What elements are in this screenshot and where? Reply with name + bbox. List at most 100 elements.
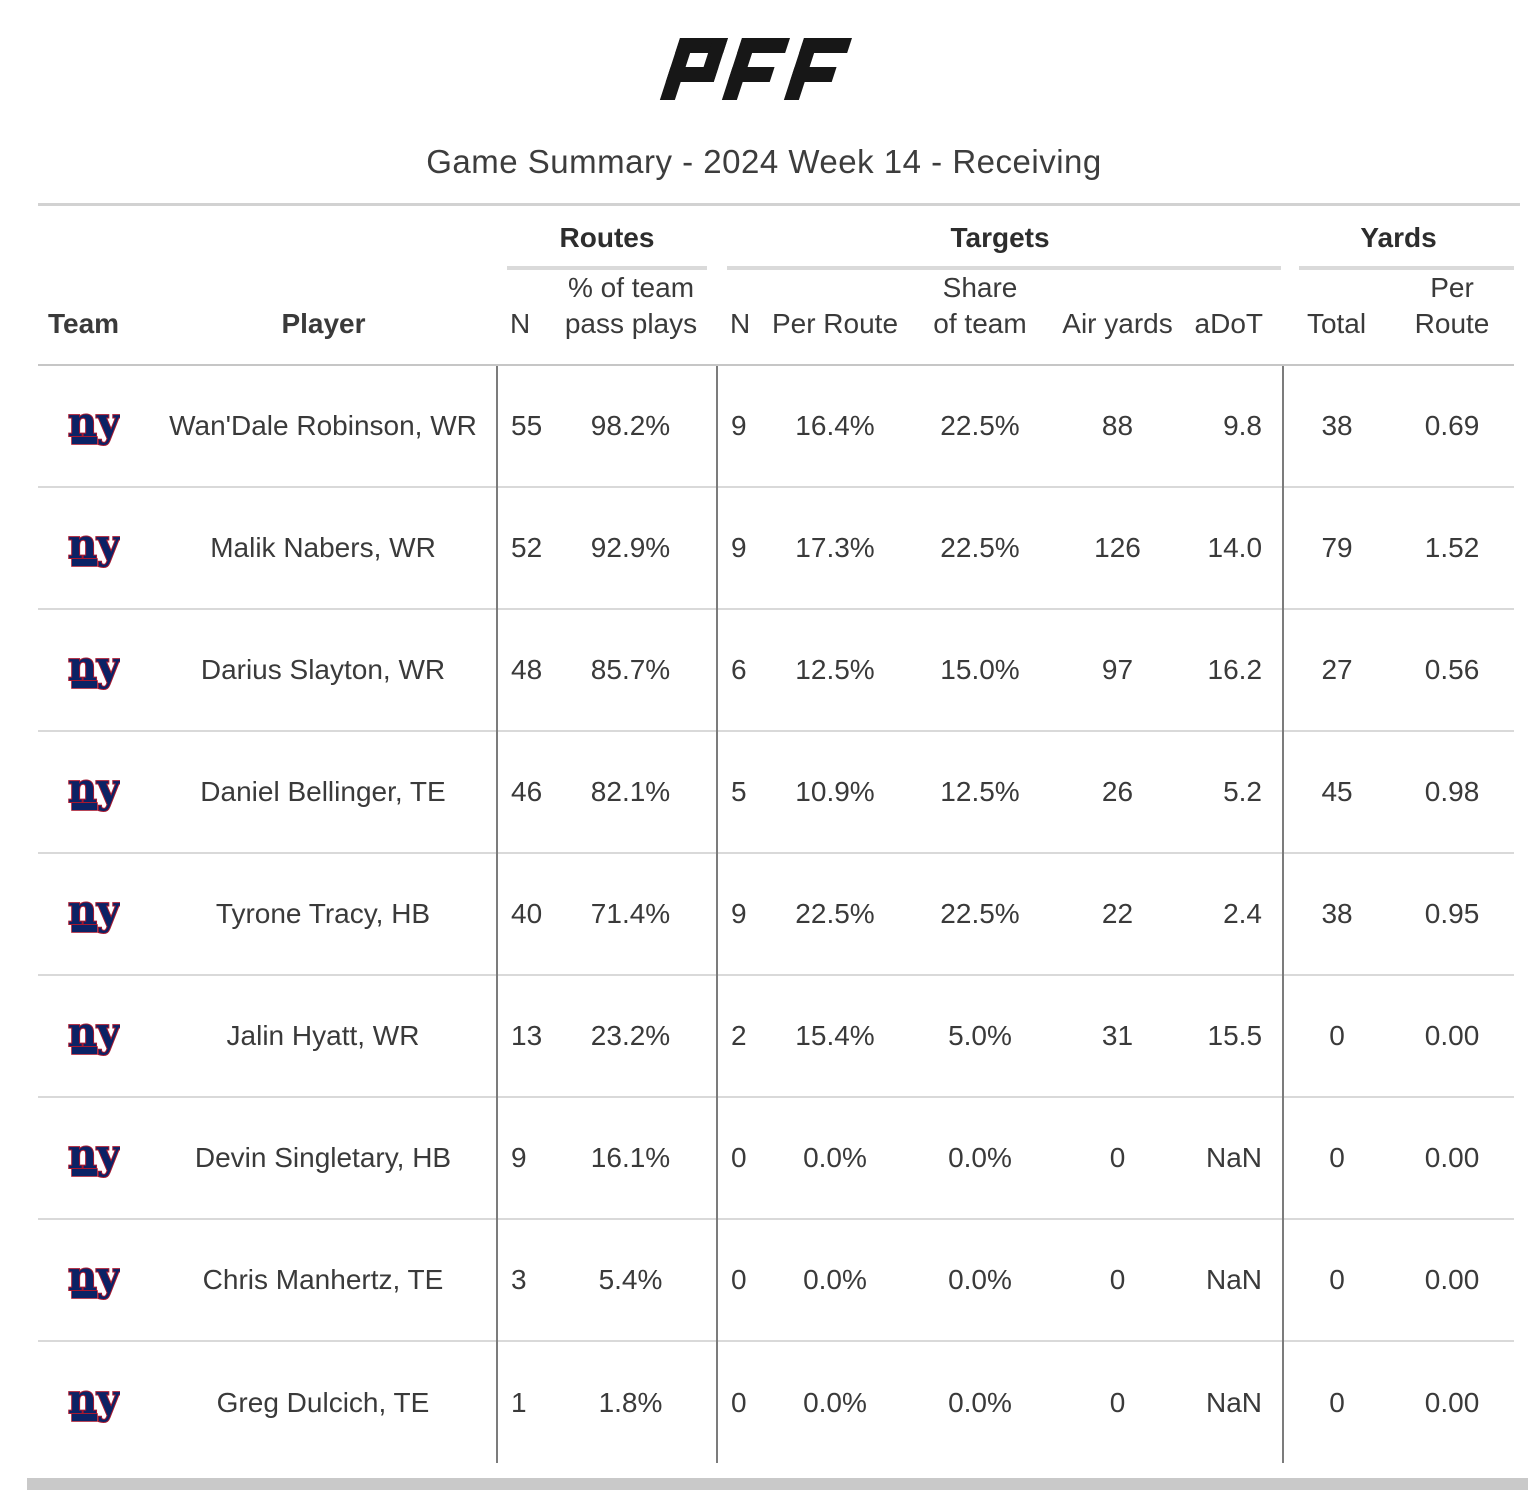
routes-pct: 82.1% (545, 730, 717, 853)
targets-per-route: 15.4% (765, 974, 905, 1097)
routes-pct: 98.2% (590, 410, 671, 441)
table-row: Wan'Dale Robinson, WR 55 98.2% 9 16.4% 2… (38, 365, 1514, 487)
targets-share: 22.5% (905, 486, 1055, 609)
targets-share: 0.0% (905, 1340, 1055, 1463)
page-title: Game Summary - 2024 Week 14 - Receiving (426, 143, 1102, 180)
routes-n: 46 (496, 730, 545, 853)
air-yards: 22 (1055, 852, 1180, 975)
player-name: Jalin Hyatt, WR (150, 974, 497, 1097)
adot: 14.0 (1180, 486, 1284, 609)
yards-per-route: 0.00 (1390, 974, 1515, 1097)
col-header-adot: aDoT (1180, 270, 1284, 366)
air-yards: 0 (1055, 1340, 1180, 1463)
group-header-yards: Yards (1283, 206, 1515, 270)
giants-logo-icon (68, 1256, 120, 1304)
targets-n: 0 (716, 1096, 765, 1219)
adot: 5.2 (1180, 730, 1284, 853)
player-name: Malik Nabers, WR (150, 486, 497, 609)
col-header-routes-pct: % of team pass plays (545, 270, 717, 366)
routes-pct: 85.7% (545, 608, 717, 731)
table-row: Devin Singletary, HB 9 16.1% 0 0.0% 0.0%… (38, 1096, 1515, 1219)
yards-per-route: 0.00 (1390, 1340, 1515, 1463)
yards-per-route: 0.00 (1390, 1096, 1515, 1219)
yards-per-route: 1.52 (1390, 486, 1515, 609)
pff-logo (659, 38, 852, 100)
giants-logo-icon (68, 1012, 120, 1060)
air-yards: 31 (1055, 974, 1180, 1097)
targets-per-route: 17.3% (765, 486, 905, 609)
yards-per-route: 0.95 (1390, 852, 1515, 975)
targets-n: 2 (716, 974, 765, 1097)
player-name: Greg Dulcich, TE (150, 1340, 497, 1463)
routes-n: 9 (496, 1096, 545, 1219)
player-name: Chris Manhertz, TE (150, 1218, 497, 1341)
table-row: Tyrone Tracy, HB 40 71.4% 9 22.5% 22.5% … (38, 852, 1515, 975)
yards-total: 79 (1282, 486, 1391, 609)
targets-per-route: 10.9% (765, 730, 905, 853)
group-header-routes: Routes (497, 206, 717, 270)
team-cell (38, 1340, 150, 1463)
targets-per-route: 0.0% (765, 1218, 905, 1341)
giants-logo-icon (68, 402, 120, 450)
routes-pct: 16.1% (545, 1096, 717, 1219)
team-cell (38, 1096, 150, 1219)
targets-n: 9 (716, 365, 765, 487)
adot: NaN (1180, 1096, 1284, 1219)
col-header-targets-n: N (717, 270, 765, 366)
targets-share: 12.5% (905, 730, 1055, 853)
col-header-player: Player (150, 270, 497, 366)
col-header-yards-total: Total (1283, 270, 1391, 366)
routes-pct: 1.8% (545, 1340, 717, 1463)
targets-n: 0 (716, 1218, 765, 1341)
yards-per-route: 0.69 (1424, 410, 1480, 441)
table-row: Greg Dulcich, TE 1 1.8% 0 0.0% 0.0% 0 Na… (38, 1340, 1515, 1463)
targets-per-route: 16.4% (795, 410, 875, 441)
yards-total: 38 (1282, 852, 1391, 975)
yards-per-route: 0.98 (1390, 730, 1515, 853)
routes-pct: 5.4% (545, 1218, 717, 1341)
yards-per-route: 0.00 (1390, 1218, 1515, 1341)
targets-per-route: 0.0% (765, 1340, 905, 1463)
giants-logo-icon (68, 524, 120, 572)
col-header-yards-per-route: Per Route (1390, 270, 1515, 366)
yards-total: 0 (1282, 1218, 1391, 1341)
col-header-air-yards: Air yards (1055, 270, 1180, 366)
air-yards: 26 (1055, 730, 1180, 853)
yards-group-rule (1299, 266, 1515, 270)
air-yards: 97 (1055, 608, 1180, 731)
player-name: Daniel Bellinger, TE (150, 730, 497, 853)
adot: 9.8 (1223, 410, 1263, 441)
adot: 2.4 (1180, 852, 1284, 975)
adot: 15.5 (1180, 974, 1284, 1097)
player-name: Wan'Dale Robinson, WR (169, 410, 477, 441)
horizontal-scrollbar[interactable] (27, 1478, 1528, 1490)
targets-share: 5.0% (905, 974, 1055, 1097)
yards-total: 45 (1282, 730, 1391, 853)
routes-n: 3 (496, 1218, 545, 1341)
targets-per-route: 0.0% (765, 1096, 905, 1219)
routes-n: 1 (496, 1340, 545, 1463)
routes-pct: 71.4% (545, 852, 717, 975)
adot: NaN (1180, 1218, 1284, 1341)
targets-share: 0.0% (905, 1218, 1055, 1341)
column-header-row: Team Player N % of team pass plays N Per… (38, 270, 1515, 366)
col-header-team: Team (38, 270, 150, 366)
routes-n: 55 (496, 365, 545, 487)
team-cell (38, 608, 150, 731)
yards-total: 0 (1282, 974, 1391, 1097)
table-row: Malik Nabers, WR 52 92.9% 9 17.3% 22.5% … (38, 486, 1515, 609)
player-name: Tyrone Tracy, HB (150, 852, 497, 975)
team-cell (38, 486, 150, 609)
targets-per-route: 12.5% (765, 608, 905, 731)
team-cell (38, 852, 150, 975)
yards-per-route: 0.56 (1390, 608, 1515, 731)
player-name: Darius Slayton, WR (150, 608, 497, 731)
targets-n: 9 (716, 486, 765, 609)
team-cell (38, 1218, 150, 1341)
routes-n: 13 (496, 974, 545, 1097)
receiving-stats-table: Routes Targets Yards Team Player N % of … (38, 206, 1515, 1463)
team-cell (38, 365, 150, 487)
yards-total: 0 (1282, 1340, 1391, 1463)
group-header-targets: Targets (717, 206, 1283, 270)
player-name: Devin Singletary, HB (150, 1096, 497, 1219)
